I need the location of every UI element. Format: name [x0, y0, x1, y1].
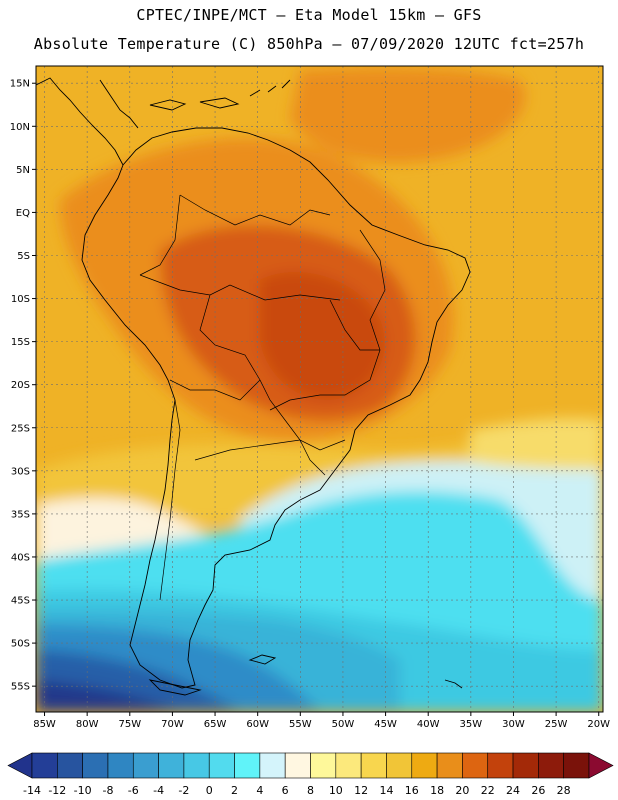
colorbar-label: 20 [455, 784, 469, 797]
color-scale-bar: -14 -12 -10 -8 -6 -4 -2 0 2 4 6 8 10 12 14 16 18 20 22 24 26… [7, 752, 614, 797]
temperature-field [36, 66, 603, 712]
lat-tick-label: 50S [11, 639, 30, 650]
colorbar-label: -12 [48, 784, 66, 797]
colorbar-swatch [259, 752, 286, 779]
colorbar-swatch [208, 752, 235, 779]
lat-tick-label: 15S [11, 337, 30, 348]
caribbean-islands-chain [249, 79, 291, 97]
colorbar-swatch [563, 752, 590, 779]
lon-tick-label: 60W [246, 719, 269, 730]
lon-tick-label: 80W [76, 719, 99, 730]
colorbar-swatch [31, 752, 58, 779]
colorbar-label: 18 [430, 784, 444, 797]
colorbar-swatch [512, 752, 539, 779]
lat-tick-label: 15N [10, 79, 30, 90]
lat-tick-label: 20S [11, 380, 30, 391]
south-georgia [444, 679, 463, 689]
colorbar-label: -6 [128, 784, 139, 797]
colorbar-label: -8 [102, 784, 113, 797]
map-title-line-2: Absolute Temperature (C) 850hPa – 07/09/… [33, 35, 585, 53]
colorbar-label: -4 [153, 784, 164, 797]
colorbar-label: 4 [256, 784, 263, 797]
map-title-line-1: CPTEC/INPE/MCT – Eta Model 15km – GFS [136, 6, 482, 24]
lon-tick-label: 70W [161, 719, 184, 730]
colorbar-label: 28 [557, 784, 571, 797]
caribbean-island-a [149, 99, 187, 111]
colorbar-swatch [436, 752, 463, 779]
lat-tick-label: 30S [11, 466, 30, 477]
lon-tick-label: 55W [289, 719, 312, 730]
colorbar-label: 6 [282, 784, 289, 797]
lon-tick-label: 65W [204, 719, 227, 730]
colorbar-label: 14 [379, 784, 393, 797]
lat-tick-label: 55S [11, 682, 30, 693]
colorbar-under-triangle [7, 752, 33, 779]
lon-tick-label: 50W [332, 719, 355, 730]
map-frame [35, 65, 604, 713]
lat-tick-label: 45S [11, 596, 30, 607]
longitude-labels: 85W 80W 75W 70W 65W 60W 55W 50W 45W 40W 35W 30W 25W 2… [33, 712, 610, 730]
caribbean-coast [99, 79, 139, 129]
colorbar-label: 22 [481, 784, 495, 797]
colorbar-swatch [82, 752, 109, 779]
lat-tick-label: 5S [17, 251, 30, 262]
central-america-coastline [36, 77, 124, 166]
colorbar-swatch [360, 752, 387, 779]
lat-tick-label: 10N [10, 122, 30, 133]
colorbar-swatch [57, 752, 83, 779]
colorbar-swatch [132, 752, 159, 779]
coastlines-and-borders [36, 77, 471, 696]
colorbar-label: 12 [354, 784, 368, 797]
lat-tick-label: 25S [11, 423, 30, 434]
colorbar-swatch [158, 752, 185, 779]
colorbar-label: 26 [531, 784, 545, 797]
lat-tick-label: 10S [11, 294, 30, 305]
lat-tick-label: 35S [11, 509, 30, 520]
lon-tick-label: 75W [118, 719, 141, 730]
colorbar-swatch [487, 752, 514, 779]
colorbar-label: -10 [74, 784, 92, 797]
colorbar-label: 0 [206, 784, 213, 797]
field-warm-north [290, 67, 526, 163]
colorbar-label: -2 [178, 784, 189, 797]
falkland-islands [248, 654, 277, 665]
colorbar-swatch [234, 752, 261, 779]
colorbar-label: 2 [231, 784, 238, 797]
colorbar-swatch [107, 752, 134, 779]
country-borders [139, 194, 386, 601]
lat-tick-label: EQ [16, 208, 30, 219]
lat-tick-label: 5N [16, 165, 30, 176]
lon-tick-label: 40W [417, 719, 440, 730]
lon-tick-label: 30W [502, 719, 525, 730]
south-america-coastline [81, 127, 471, 689]
colorbar-label: 10 [329, 784, 343, 797]
latitude-labels: 15N 10N 5N EQ 5S 10S 15S 20S 25S 30S 35S 40S 45S 50S 5… [10, 79, 36, 693]
lon-tick-label: 25W [545, 719, 568, 730]
colorbar-label: -14 [23, 784, 41, 797]
colorbar-swatch [386, 752, 413, 779]
colorbar-swatch [462, 752, 489, 779]
colorbar-swatch [310, 752, 337, 779]
caribbean-island-b [199, 97, 240, 109]
lat-tick-label: 40S [11, 552, 30, 563]
colorbar-label: 8 [307, 784, 314, 797]
lon-tick-label: 85W [33, 719, 56, 730]
lon-tick-label: 35W [460, 719, 483, 730]
colorbar-swatch [538, 752, 564, 779]
lon-tick-label: 45W [374, 719, 397, 730]
lon-tick-label: 20W [587, 719, 610, 730]
colorbar-swatch [335, 752, 362, 779]
colorbar-over-triangle [588, 752, 614, 779]
tierra-del-fuego [148, 679, 202, 696]
colorbar-label: 24 [506, 784, 520, 797]
field-light-yellow-south-atlantic [470, 418, 603, 470]
field-hot-region [260, 272, 385, 400]
colorbar-label: 16 [405, 784, 419, 797]
colorbar-swatch [183, 752, 210, 779]
field-navy [36, 680, 180, 712]
colorbar-swatch [284, 752, 311, 779]
colorbar-swatch [411, 752, 438, 779]
